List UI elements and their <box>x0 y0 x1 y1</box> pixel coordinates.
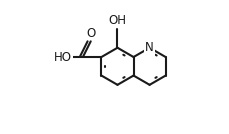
Text: O: O <box>86 27 96 40</box>
Text: N: N <box>144 41 153 54</box>
Text: HO: HO <box>54 51 72 64</box>
Text: OH: OH <box>108 14 126 27</box>
